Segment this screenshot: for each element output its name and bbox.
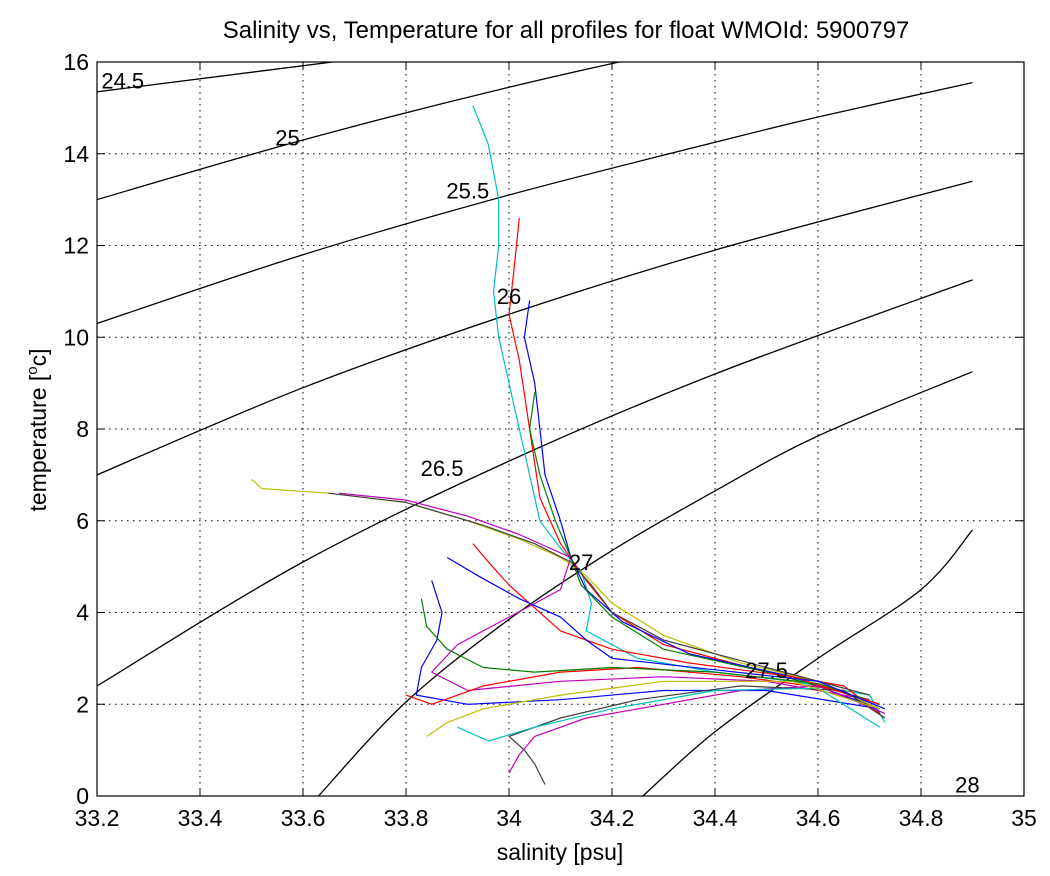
y-tick-label: 10 <box>63 324 89 350</box>
profile-line <box>420 598 880 705</box>
x-axis-ticks: 33.2 33.4 33.6 33.8 34 34.2 34.4 34.6 34.8 35 <box>75 62 1037 831</box>
profile-line <box>472 543 880 705</box>
profile-line <box>472 105 886 723</box>
profile-line <box>328 492 870 696</box>
x-tick-label: 34.8 <box>899 805 944 831</box>
density-contour-label: 26 <box>497 284 521 309</box>
profile-line <box>457 687 881 742</box>
x-tick-label: 34.6 <box>796 805 841 831</box>
profile-line <box>338 492 870 701</box>
x-tick-label: 34 <box>496 805 522 831</box>
density-contour-label: 27 <box>569 550 593 575</box>
profile-line <box>523 300 881 710</box>
density-contour-line <box>97 81 973 325</box>
profile-line <box>508 217 881 714</box>
profile-line <box>529 392 870 701</box>
density-contour-line <box>642 529 973 796</box>
density-contour-label: 28 <box>955 773 979 798</box>
x-tick-label: 35 <box>1011 805 1037 831</box>
y-tick-label: 12 <box>63 233 89 259</box>
density-contour-line <box>97 180 973 476</box>
y-tick-label: 16 <box>63 49 89 75</box>
density-contour-label: 25.5 <box>446 178 489 203</box>
y-axis-label-superscript: o <box>24 366 41 374</box>
x-tick-label: 34.2 <box>590 805 635 831</box>
y-tick-label: 0 <box>76 783 89 809</box>
x-tick-label: 33.2 <box>75 805 120 831</box>
density-contour-label: 27.5 <box>745 658 788 683</box>
grid <box>97 62 1024 796</box>
density-contour-line <box>97 62 338 93</box>
profile-line <box>446 556 886 710</box>
chart-title: Salinity vs, Temperature for all profile… <box>223 17 910 44</box>
profile-lines <box>251 105 886 785</box>
profile-line <box>405 666 886 719</box>
x-tick-label: 33.6 <box>281 805 326 831</box>
density-contour-label: 24.5 <box>101 68 144 93</box>
x-tick-label: 33.4 <box>178 805 223 831</box>
density-contour-line <box>97 62 623 201</box>
y-tick-label: 6 <box>76 508 89 534</box>
density-contour-label: 25 <box>275 126 299 151</box>
y-tick-label: 8 <box>76 416 89 442</box>
profile-line <box>508 685 886 774</box>
y-axis-label: temperature [oc] <box>24 348 51 511</box>
x-tick-label: 33.8 <box>384 805 429 831</box>
x-axis-label: salinity [psu] <box>497 839 624 865</box>
x-tick-label: 34.4 <box>693 805 738 831</box>
y-tick-label: 4 <box>76 600 89 626</box>
contour-labels: 24.5 25 25.5 26 26.5 27 27.5 28 <box>101 68 979 797</box>
y-tick-label: 2 <box>76 691 89 717</box>
density-contour-line <box>318 371 973 796</box>
density-contour-line <box>97 279 973 687</box>
y-axis-ticks: 0 2 4 6 8 10 12 14 16 <box>63 49 1024 809</box>
density-contour-label: 26.5 <box>421 456 464 481</box>
y-tick-label: 14 <box>63 141 89 167</box>
density-contours <box>97 62 973 796</box>
